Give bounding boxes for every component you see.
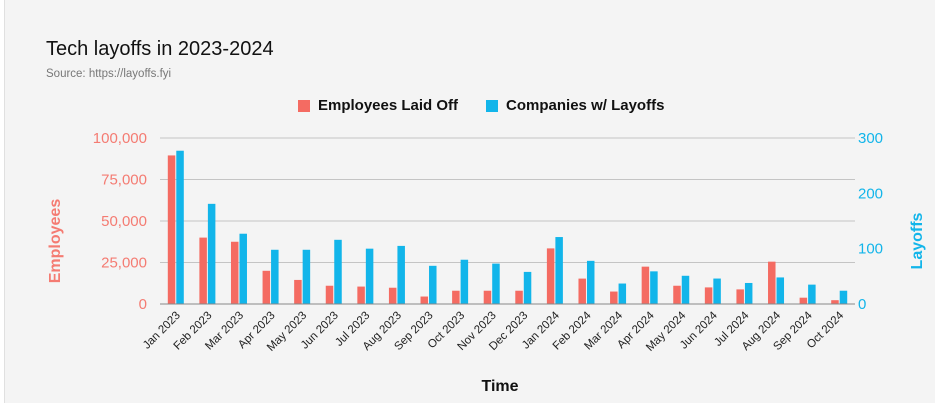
bar-companies — [207, 203, 216, 304]
bar-employees — [483, 290, 492, 304]
y-tick-label-right: 0 — [858, 296, 866, 313]
chart-card: Tech layoffs in 2023-2024 Source: https:… — [4, 0, 935, 403]
bar-companies — [271, 249, 279, 304]
bar-employees — [641, 266, 650, 304]
bar-companies — [176, 150, 184, 304]
bar-employees — [388, 287, 397, 304]
bar-employees — [736, 289, 744, 304]
legend: Employees Laid Off Companies w/ Layoffs — [298, 97, 664, 114]
bar-companies — [681, 275, 690, 304]
legend-item-employees[interactable]: Employees Laid Off — [298, 97, 458, 114]
bar-companies — [365, 248, 374, 304]
y-tick-label-right: 300 — [858, 130, 883, 147]
bar-companies — [839, 290, 848, 304]
legend-swatch-companies — [486, 99, 499, 112]
y-tick-label-left: 0 — [139, 296, 147, 313]
chart-title: Tech layoffs in 2023-2024 — [46, 38, 274, 60]
y-tick-label-left: 75,000 — [101, 172, 147, 189]
bar-companies — [650, 271, 658, 304]
bar-employees — [578, 278, 586, 304]
bar-employees — [546, 248, 555, 304]
legend-label-companies: Companies w/ Layoffs — [506, 97, 665, 114]
bar-companies — [808, 284, 816, 304]
bar-companies — [429, 265, 437, 304]
bar-employees — [357, 286, 365, 304]
bar-companies — [713, 278, 721, 304]
legend-label-employees: Employees Laid Off — [318, 97, 459, 114]
bar-employees — [262, 270, 271, 304]
bar-employees — [167, 155, 176, 304]
y-tick-label-left: 100,000 — [93, 130, 147, 147]
bar-companies — [460, 259, 469, 304]
y-tick-label-left: 50,000 — [101, 213, 147, 230]
bar-employees — [704, 287, 713, 304]
bar-companies — [776, 277, 785, 304]
bar-companies — [334, 239, 342, 304]
y-axis-title-left: Employees — [47, 199, 64, 284]
legend-swatch-employees — [298, 99, 310, 112]
bar-companies — [492, 263, 500, 304]
bar-employees — [515, 290, 523, 304]
bar-employees — [294, 279, 302, 304]
y-tick-label-left: 25,000 — [101, 255, 147, 272]
bar-companies — [744, 282, 753, 304]
bar-employees — [768, 261, 776, 304]
bar-employees — [673, 285, 681, 304]
bar-companies — [239, 233, 247, 304]
bar-employees — [230, 241, 239, 304]
y-tick-label-right: 200 — [858, 185, 883, 202]
bar-employees — [420, 296, 429, 304]
chart-subtitle: Source: https://layoffs.fyi — [46, 68, 172, 80]
bar-companies — [586, 260, 595, 304]
legend-item-companies[interactable]: Companies w/ Layoffs — [486, 97, 664, 114]
bar-employees — [199, 237, 207, 304]
bar-companies — [523, 271, 532, 304]
bar-companies — [302, 249, 311, 304]
x-axis-title: Time — [481, 378, 518, 395]
bar-employees — [325, 285, 334, 304]
bar-companies — [555, 237, 563, 304]
bar-employees — [610, 291, 618, 304]
bar-companies — [618, 283, 627, 304]
bar-employees — [452, 290, 460, 304]
bar-companies — [397, 245, 405, 304]
bar-employees — [831, 300, 839, 304]
bar-employees — [799, 297, 808, 304]
y-axis-title-right: Layoffs — [909, 212, 926, 269]
y-tick-label-right: 100 — [858, 241, 883, 258]
